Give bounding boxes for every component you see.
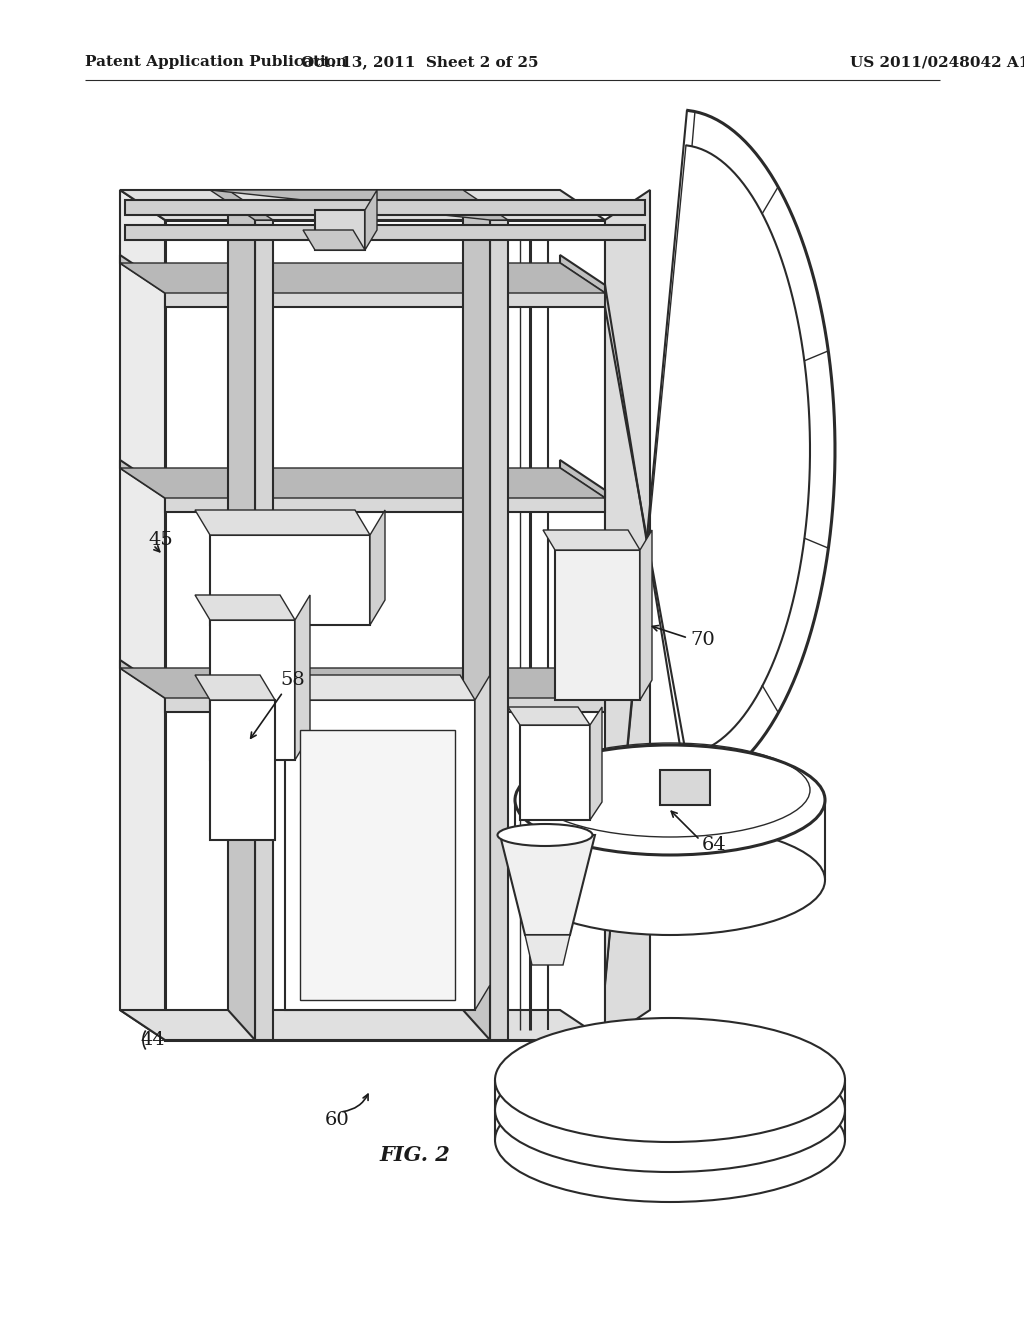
- Polygon shape: [370, 510, 385, 624]
- Polygon shape: [120, 1010, 605, 1040]
- Polygon shape: [520, 725, 590, 820]
- Polygon shape: [605, 190, 650, 1040]
- Polygon shape: [640, 531, 652, 700]
- Polygon shape: [255, 220, 273, 1040]
- Text: Oct. 13, 2011  Sheet 2 of 25: Oct. 13, 2011 Sheet 2 of 25: [301, 55, 539, 69]
- Polygon shape: [228, 190, 255, 1040]
- Polygon shape: [508, 708, 590, 725]
- Polygon shape: [165, 285, 605, 308]
- Polygon shape: [300, 730, 455, 1001]
- Polygon shape: [463, 190, 490, 1040]
- Polygon shape: [195, 510, 370, 535]
- Polygon shape: [560, 660, 605, 698]
- Polygon shape: [165, 690, 605, 711]
- Polygon shape: [125, 224, 645, 240]
- Text: 44: 44: [140, 1031, 165, 1049]
- Polygon shape: [120, 263, 605, 293]
- Text: 70: 70: [690, 631, 715, 649]
- Polygon shape: [295, 595, 310, 760]
- Ellipse shape: [498, 824, 593, 846]
- Polygon shape: [285, 700, 475, 1010]
- Polygon shape: [210, 190, 508, 220]
- Polygon shape: [543, 531, 640, 550]
- Polygon shape: [195, 595, 295, 620]
- Polygon shape: [120, 469, 605, 498]
- Polygon shape: [210, 700, 275, 840]
- Ellipse shape: [495, 1048, 845, 1172]
- Polygon shape: [525, 935, 570, 965]
- Polygon shape: [120, 190, 165, 1040]
- Ellipse shape: [495, 1078, 845, 1203]
- Polygon shape: [560, 459, 605, 498]
- Polygon shape: [660, 770, 710, 805]
- Text: FIG. 2: FIG. 2: [380, 1144, 451, 1166]
- Polygon shape: [270, 675, 475, 700]
- Polygon shape: [303, 230, 365, 249]
- Polygon shape: [590, 708, 602, 820]
- Polygon shape: [315, 210, 365, 249]
- Text: 60: 60: [325, 1111, 350, 1129]
- Polygon shape: [120, 459, 165, 498]
- Polygon shape: [365, 190, 377, 249]
- Polygon shape: [165, 490, 605, 512]
- Polygon shape: [120, 660, 165, 698]
- Polygon shape: [500, 836, 595, 935]
- Polygon shape: [195, 675, 275, 700]
- Text: Patent Application Publication: Patent Application Publication: [85, 55, 347, 69]
- Text: US 2011/0248042 A1: US 2011/0248042 A1: [850, 55, 1024, 69]
- Polygon shape: [555, 550, 640, 700]
- Ellipse shape: [515, 825, 825, 935]
- Ellipse shape: [495, 1018, 845, 1142]
- Text: 58: 58: [280, 671, 305, 689]
- Polygon shape: [120, 668, 605, 698]
- Polygon shape: [210, 620, 295, 760]
- Polygon shape: [120, 190, 605, 220]
- Polygon shape: [165, 220, 605, 1040]
- Ellipse shape: [515, 744, 825, 855]
- Polygon shape: [120, 255, 165, 293]
- Polygon shape: [125, 201, 645, 215]
- Text: 64: 64: [702, 836, 727, 854]
- Polygon shape: [475, 675, 490, 1010]
- Polygon shape: [560, 255, 605, 293]
- Polygon shape: [210, 535, 370, 624]
- Polygon shape: [490, 220, 508, 1040]
- Text: 45: 45: [148, 531, 173, 549]
- Polygon shape: [210, 190, 273, 220]
